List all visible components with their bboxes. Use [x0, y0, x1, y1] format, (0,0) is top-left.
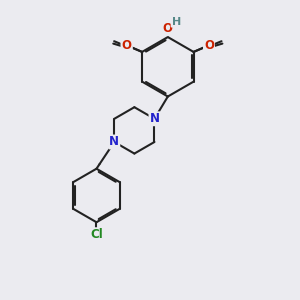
Text: O: O — [204, 39, 214, 52]
Text: N: N — [149, 112, 160, 125]
Text: O: O — [204, 40, 214, 52]
Text: O: O — [122, 40, 132, 52]
Text: Cl: Cl — [90, 228, 103, 241]
Text: H: H — [172, 16, 181, 27]
Text: O: O — [163, 22, 173, 35]
Text: O: O — [122, 39, 132, 52]
Text: N: N — [109, 136, 119, 148]
